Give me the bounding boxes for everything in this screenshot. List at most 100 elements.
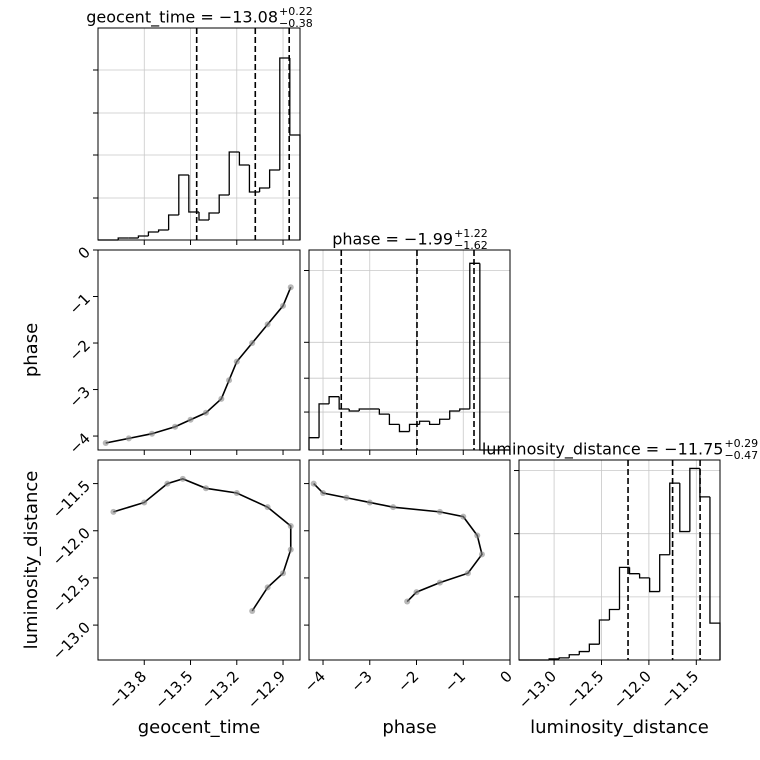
axes-frame bbox=[97, 27, 301, 241]
sample-point bbox=[187, 416, 194, 423]
title-upper: +0.29 bbox=[724, 437, 758, 450]
histogram-bin bbox=[709, 496, 721, 660]
sample-point bbox=[249, 340, 256, 347]
histogram-bin bbox=[279, 57, 290, 170]
sample-point bbox=[413, 589, 420, 596]
sample-point bbox=[478, 551, 485, 558]
histogram-bin bbox=[248, 165, 260, 193]
x-axis-label: geocent_time bbox=[138, 717, 261, 738]
pair-panel bbox=[310, 480, 485, 605]
y-tick-label: −4 bbox=[66, 429, 94, 457]
histogram-bin bbox=[188, 175, 199, 213]
panel-title: geocent_time = −13.08 bbox=[86, 8, 278, 28]
histogram-bin bbox=[388, 414, 400, 426]
sample-point bbox=[110, 508, 117, 515]
y-axis-label: phase bbox=[21, 323, 42, 377]
histogram-bin bbox=[699, 468, 710, 498]
histogram-bin bbox=[167, 214, 179, 230]
histogram-bin bbox=[378, 408, 390, 415]
sample-point bbox=[287, 523, 294, 530]
x-tick-label: −12.0 bbox=[610, 667, 655, 712]
sample-point bbox=[436, 508, 443, 515]
x-tick-label: −13.8 bbox=[105, 667, 150, 712]
sample-point bbox=[102, 440, 109, 447]
sample-point bbox=[264, 504, 271, 511]
sample-point bbox=[125, 435, 132, 442]
y-tick-label: −2 bbox=[66, 336, 94, 364]
histogram-bin bbox=[659, 554, 670, 592]
sample-point bbox=[202, 485, 209, 492]
y-tick-label: −13.0 bbox=[49, 618, 94, 663]
title-lower: −0.47 bbox=[724, 449, 758, 462]
y-tick-label: −12.5 bbox=[49, 571, 94, 616]
y-axis-label: luminosity_distance bbox=[21, 471, 42, 650]
x-tick-label: −11.5 bbox=[657, 667, 702, 712]
sample-point bbox=[148, 430, 155, 437]
sample-point bbox=[404, 598, 411, 605]
pair-panel bbox=[110, 475, 294, 614]
density-track bbox=[113, 478, 292, 612]
sample-point bbox=[287, 546, 294, 553]
histogram-bin bbox=[469, 262, 480, 409]
sample-point bbox=[179, 475, 186, 482]
sample-point bbox=[172, 423, 179, 430]
histogram-bin bbox=[178, 174, 189, 215]
histogram-bin bbox=[568, 654, 580, 658]
histogram-bin bbox=[439, 418, 450, 425]
histogram-bin bbox=[669, 482, 680, 555]
sample-point bbox=[218, 395, 225, 402]
histogram-bin bbox=[147, 231, 159, 236]
x-tick-label: −1 bbox=[441, 667, 469, 695]
y-tick-label: −1 bbox=[66, 290, 94, 318]
sample-point bbox=[280, 302, 287, 309]
histogram-bin bbox=[318, 403, 330, 438]
histogram-bin bbox=[308, 437, 320, 450]
density-track bbox=[105, 286, 292, 444]
title-lower: −1.62 bbox=[454, 239, 488, 252]
title-upper: +0.22 bbox=[279, 5, 313, 18]
histogram-bin bbox=[628, 567, 640, 575]
histogram-bin bbox=[479, 263, 490, 451]
histogram-bin bbox=[679, 483, 690, 533]
histogram-bin bbox=[649, 577, 660, 593]
sample-point bbox=[264, 584, 271, 591]
histogram-bin bbox=[598, 619, 610, 645]
x-tick-label: −12.9 bbox=[244, 667, 289, 712]
histogram-bin bbox=[328, 396, 340, 404]
sample-point bbox=[464, 570, 471, 577]
sample-point bbox=[141, 499, 148, 506]
density-track bbox=[313, 483, 483, 603]
histogram-bin bbox=[398, 424, 410, 433]
histogram-bin bbox=[268, 169, 280, 188]
y-tick-label: −12.0 bbox=[49, 524, 94, 569]
histogram-bin bbox=[449, 410, 460, 420]
sample-point bbox=[390, 504, 397, 511]
histogram-bin bbox=[428, 421, 440, 426]
histogram-bin bbox=[608, 608, 620, 620]
x-tick-label: −3 bbox=[347, 667, 375, 695]
axes-frame bbox=[97, 249, 301, 451]
sample-point bbox=[343, 494, 350, 501]
axes-frame bbox=[308, 249, 511, 451]
axes-frame bbox=[518, 459, 721, 661]
title-lower: −0.38 bbox=[279, 17, 313, 30]
x-tick-label: −4 bbox=[301, 667, 329, 695]
histogram-bin bbox=[157, 229, 169, 232]
title-upper: +1.22 bbox=[454, 227, 488, 240]
sample-point bbox=[226, 377, 233, 384]
histogram-bin bbox=[117, 237, 129, 240]
y-tick-label: −3 bbox=[66, 383, 94, 411]
x-tick-label: −2 bbox=[394, 667, 422, 695]
histogram-bin bbox=[618, 566, 630, 610]
y-tick-label: 0 bbox=[75, 243, 94, 262]
x-tick-label: −13.0 bbox=[515, 667, 560, 712]
sample-point bbox=[320, 490, 327, 497]
histogram-bin bbox=[238, 152, 250, 166]
sample-point bbox=[264, 321, 271, 328]
histogram-bin bbox=[289, 58, 301, 240]
histogram-bin bbox=[408, 423, 420, 432]
histogram-bin bbox=[258, 187, 270, 192]
sample-point bbox=[366, 499, 373, 506]
sample-point bbox=[460, 513, 467, 520]
